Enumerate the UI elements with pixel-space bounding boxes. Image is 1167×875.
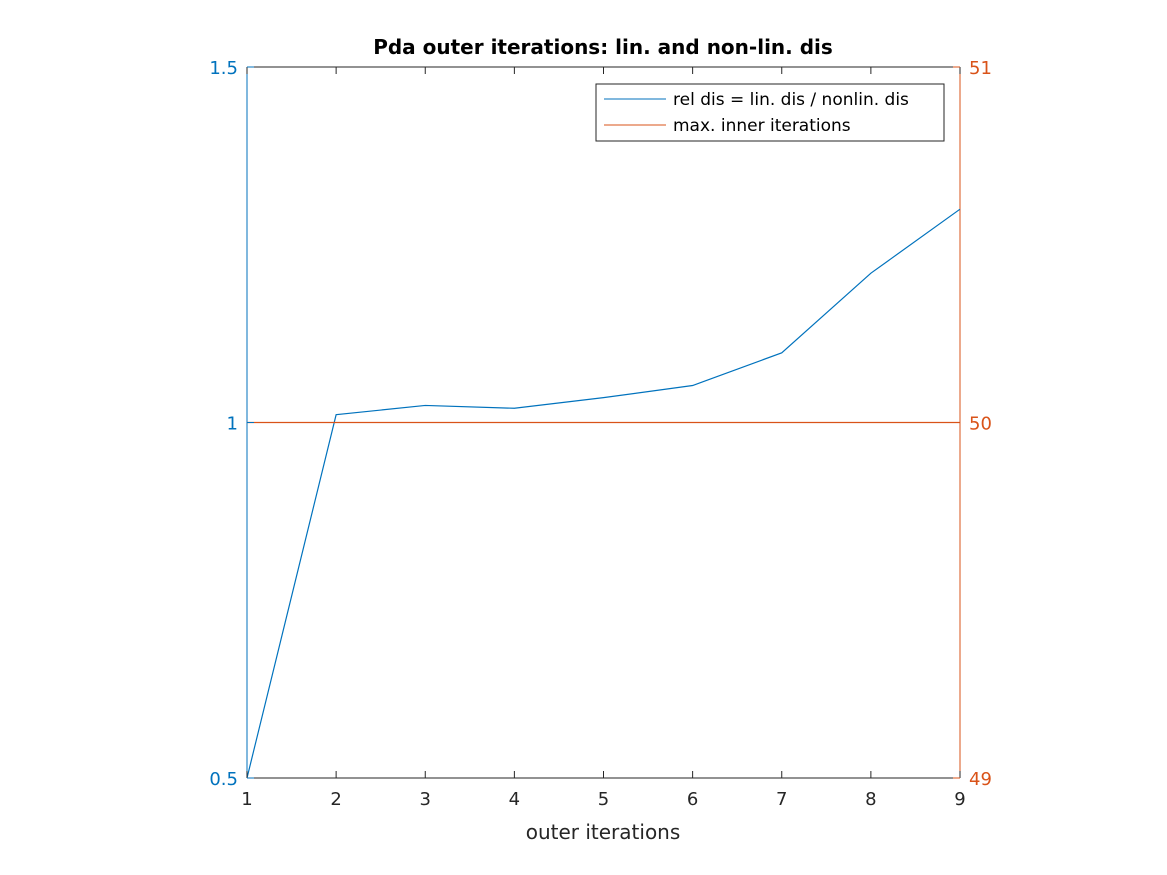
x-tick-label: 6 — [687, 789, 698, 810]
left-y-tick-label: 0.5 — [209, 769, 238, 790]
legend-entry-rel-dis: rel dis = lin. dis / nonlin. dis — [673, 90, 909, 110]
legend: rel dis = lin. dis / nonlin. dis max. in… — [595, 83, 945, 142]
x-tick-label: 1 — [241, 789, 252, 810]
x-tick-label: 7 — [776, 789, 787, 810]
right-y-tick-label: 51 — [969, 58, 992, 79]
chart-title: Pda outer iterations: lin. and non-lin. … — [373, 35, 833, 59]
x-tick-label: 3 — [420, 789, 431, 810]
legend-box — [595, 83, 945, 142]
left-y-tick-label: 1.5 — [209, 58, 238, 79]
series-layer — [246, 208, 961, 779]
x-tick-label: 5 — [598, 789, 609, 810]
x-tick-label: 2 — [330, 789, 341, 810]
series-line-0 — [246, 208, 961, 779]
left-y-tick-label: 1 — [227, 414, 238, 435]
right-y-tick-label: 49 — [969, 769, 992, 790]
right-y-tick-label: 50 — [969, 414, 992, 435]
x-axis-label: outer iterations — [526, 820, 681, 844]
x-tick-label: 8 — [865, 789, 876, 810]
x-tick-label: 4 — [509, 789, 520, 810]
x-tick-label: 9 — [954, 789, 965, 810]
legend-entry-max-inner: max. inner iterations — [673, 116, 851, 136]
